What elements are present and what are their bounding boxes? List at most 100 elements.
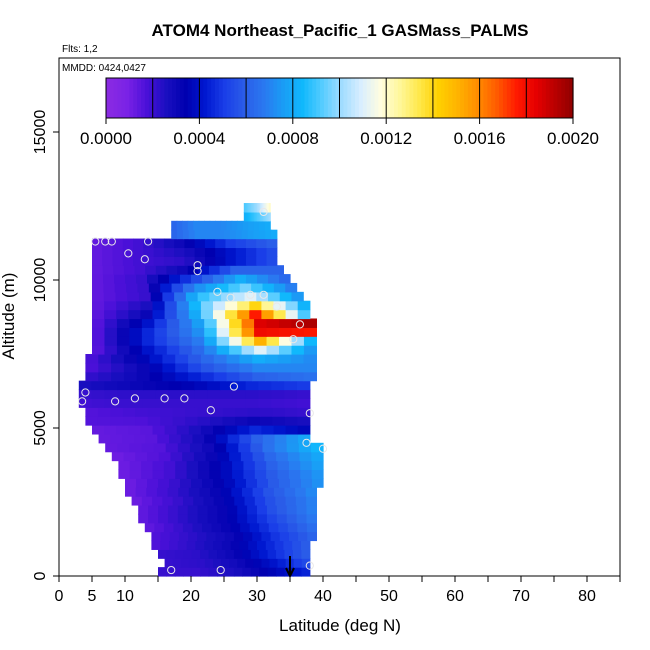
observation-point [167, 565, 176, 575]
field-cell [232, 398, 247, 408]
field-cell [257, 513, 268, 524]
field-cell [134, 265, 146, 275]
field-cell [262, 203, 265, 213]
colorbar-segment [281, 78, 286, 118]
field-cell [131, 496, 143, 506]
colorbar-segment [366, 78, 372, 118]
colorbar: 0.0000 0.0004 0.0008 0.0012 0.0016 0.0020 [80, 77, 599, 148]
field-cell [279, 291, 293, 302]
field-cell [266, 513, 278, 524]
field-cell [168, 398, 183, 408]
field-cell [149, 354, 163, 364]
field-cell [127, 291, 140, 302]
field-cell [292, 540, 302, 550]
field-cell [133, 238, 144, 249]
field-cell [296, 380, 311, 391]
field-cell [257, 504, 268, 515]
field-cell [244, 496, 256, 506]
field-cell [174, 256, 185, 266]
field-cell [200, 371, 215, 382]
colorbar-segment [483, 78, 488, 118]
field-cell [270, 531, 281, 542]
field-cell [258, 211, 261, 222]
field-cell [208, 549, 218, 559]
field-cell [266, 460, 279, 471]
field-cell [117, 442, 130, 453]
colorbar-segment [141, 78, 146, 118]
field-cell [250, 442, 264, 453]
field-cell [208, 265, 221, 275]
field-cell [142, 389, 157, 399]
field-cell [268, 211, 271, 222]
field-cell [232, 291, 246, 302]
field-cell [193, 451, 207, 462]
field-cell [286, 513, 298, 524]
field-cell [251, 203, 254, 213]
field-cell [247, 513, 258, 524]
field-cell [102, 238, 114, 249]
field-cell [262, 211, 265, 222]
field-cell [122, 407, 136, 417]
observation-point [193, 267, 202, 276]
field-cell [256, 291, 269, 302]
field-cell [111, 362, 125, 373]
field-cell [301, 558, 311, 568]
field-cell [158, 478, 170, 488]
field-cell [169, 540, 179, 550]
field-cell [202, 274, 214, 284]
field-cell [284, 407, 298, 417]
field-cell [246, 256, 257, 266]
observation-point [130, 394, 139, 403]
field-cell [301, 478, 313, 488]
colorbar-segment [296, 78, 302, 118]
colorbar-segment [405, 78, 411, 118]
field-cell [147, 416, 161, 426]
field-cell [188, 300, 202, 311]
field-cell [85, 354, 99, 364]
field-cell [244, 291, 257, 302]
colorbar-segment [249, 78, 255, 118]
field-cell [287, 522, 298, 533]
field-cell [197, 460, 210, 471]
field-cell [301, 567, 311, 577]
field-cell [209, 469, 222, 479]
field-cell [182, 451, 195, 462]
field-cell [266, 247, 278, 257]
field-cell [239, 282, 252, 293]
field-cell [299, 451, 312, 462]
field-cell [112, 247, 124, 257]
field-cell [102, 265, 114, 275]
field-cell [285, 425, 299, 435]
field-cell [238, 442, 251, 453]
field-cell [234, 496, 246, 506]
field-cell [284, 380, 298, 391]
field-cell [194, 398, 208, 408]
field-cell [221, 540, 232, 550]
field-cell [239, 540, 249, 550]
field-cell [247, 504, 258, 515]
field-cell [176, 309, 190, 320]
field-cell [265, 354, 279, 364]
colorbar-segment [514, 78, 520, 118]
field-cell [105, 442, 118, 453]
field-cell [249, 425, 262, 435]
colorbar-segment [312, 78, 317, 118]
observation-point [246, 290, 255, 299]
field-cell [209, 460, 222, 471]
field-cell [122, 247, 134, 257]
colorbar-segment [464, 78, 469, 118]
field-cell [242, 549, 252, 559]
field-cell [111, 451, 125, 462]
colorbar-segment [355, 78, 360, 118]
field-cell [225, 238, 237, 249]
colorbar-segment [506, 78, 512, 118]
field-cell [226, 371, 240, 382]
field-cell [180, 558, 190, 568]
field-cell [104, 300, 117, 311]
field-cell [303, 362, 317, 373]
field-cell [123, 371, 138, 382]
colorbar-frame [105, 77, 574, 119]
colorbar-segment [273, 78, 278, 118]
field-cell [245, 211, 248, 222]
field-cell [166, 549, 176, 559]
